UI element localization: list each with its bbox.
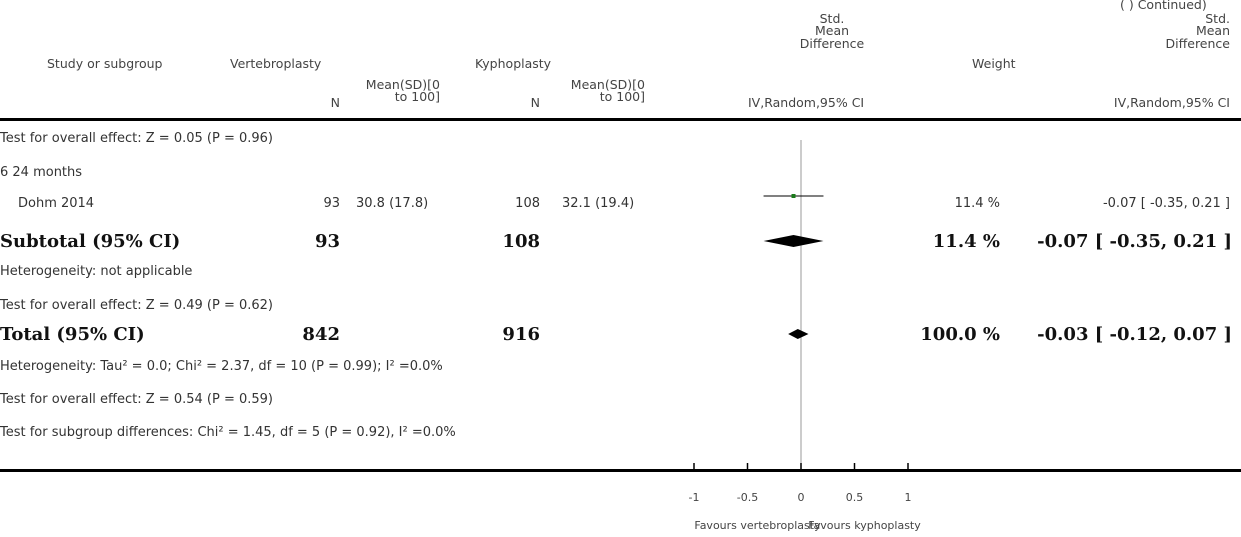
heterogeneity-subgroup: Heterogeneity: not applicable xyxy=(0,264,193,279)
total-n2: 916 xyxy=(502,324,540,345)
header-n1: N xyxy=(330,95,340,110)
header-meansd1-a: Mean(SD)[0 xyxy=(365,77,440,92)
total-ci: -0.03 [ -0.12, 0.07 ] xyxy=(1037,324,1232,345)
heterogeneity-total: Heterogeneity: Tau² = 0.0; Chi² = 2.37, … xyxy=(0,359,443,374)
header-rule xyxy=(0,118,1241,121)
header-group2: Kyphoplasty xyxy=(475,56,552,71)
subtotal-diamond xyxy=(763,235,824,247)
subgroup-differences: Test for subgroup differences: Chi² = 1.… xyxy=(0,425,456,440)
total-diamond xyxy=(788,329,809,339)
study-n1: 93 xyxy=(323,196,340,211)
header-smd-top-2: Mean xyxy=(814,23,850,38)
axis-tick-label: -0.5 xyxy=(737,491,758,504)
header-meansd1-b: to 100] xyxy=(394,89,440,104)
total-weight: 100.0 % xyxy=(920,324,1000,345)
overall-effect-previous: Test for overall effect: Z = 0.05 (P = 0… xyxy=(0,131,273,146)
header-weight: Weight xyxy=(972,56,1016,71)
header-smd-top-1: Std. xyxy=(819,11,845,26)
subtotal-n1: 93 xyxy=(314,231,340,252)
subtotal-n2: 108 xyxy=(502,231,540,252)
overall-effect-total: Test for overall effect: Z = 0.54 (P = 0… xyxy=(0,392,273,407)
overall-effect-subgroup: Test for overall effect: Z = 0.49 (P = 0… xyxy=(0,298,273,313)
header-study: Study or subgroup xyxy=(47,56,163,71)
axis-tick-label: 0 xyxy=(798,491,805,504)
header-group1: Vertebroplasty xyxy=(230,56,322,71)
study-n2: 108 xyxy=(515,196,540,211)
header-method-right: IV,Random,95% CI xyxy=(1113,95,1230,110)
total-label: Total (95% CI) xyxy=(0,324,145,345)
favours-right-label: Favours kyphoplasty xyxy=(808,519,921,532)
header-smd-right-3: Difference xyxy=(1165,36,1230,51)
axis-tick-label: 0.5 xyxy=(846,491,864,504)
subtotal-weight: 11.4 % xyxy=(932,231,1000,252)
header-smd-top-3: Difference xyxy=(799,36,865,51)
study-ci: -0.07 [ -0.35, 0.21 ] xyxy=(1102,196,1230,211)
header-meansd2-b: to 100] xyxy=(599,89,645,104)
axis-tick-label: -1 xyxy=(689,491,700,504)
total-n1: 842 xyxy=(302,324,340,345)
subtotal-ci: -0.07 [ -0.35, 0.21 ] xyxy=(1037,231,1232,252)
header-meansd2-a: Mean(SD)[0 xyxy=(570,77,645,92)
footer-rule xyxy=(0,469,1241,472)
study-meansd1: 30.8 (17.8) xyxy=(356,196,429,211)
header-n2: N xyxy=(530,95,540,110)
continued-note: ( ) Continued) xyxy=(1120,0,1207,12)
favours-left-label: Favours vertebroplasty xyxy=(694,519,821,532)
subgroup-label: 6 24 months xyxy=(0,165,83,180)
study-weight: 11.4 % xyxy=(954,196,1000,211)
axis-tick-label: 1 xyxy=(905,491,912,504)
study-name: Dohm 2014 xyxy=(18,196,95,211)
subtotal-label: Subtotal (95% CI) xyxy=(0,231,181,252)
study-effect-marker xyxy=(791,194,796,198)
header-smd-right-1: Std. xyxy=(1205,11,1230,26)
study-meansd2: 32.1 (19.4) xyxy=(562,196,635,211)
header-smd-right-2: Mean xyxy=(1195,23,1230,38)
header-method-plot: IV,Random,95% CI xyxy=(748,95,865,110)
